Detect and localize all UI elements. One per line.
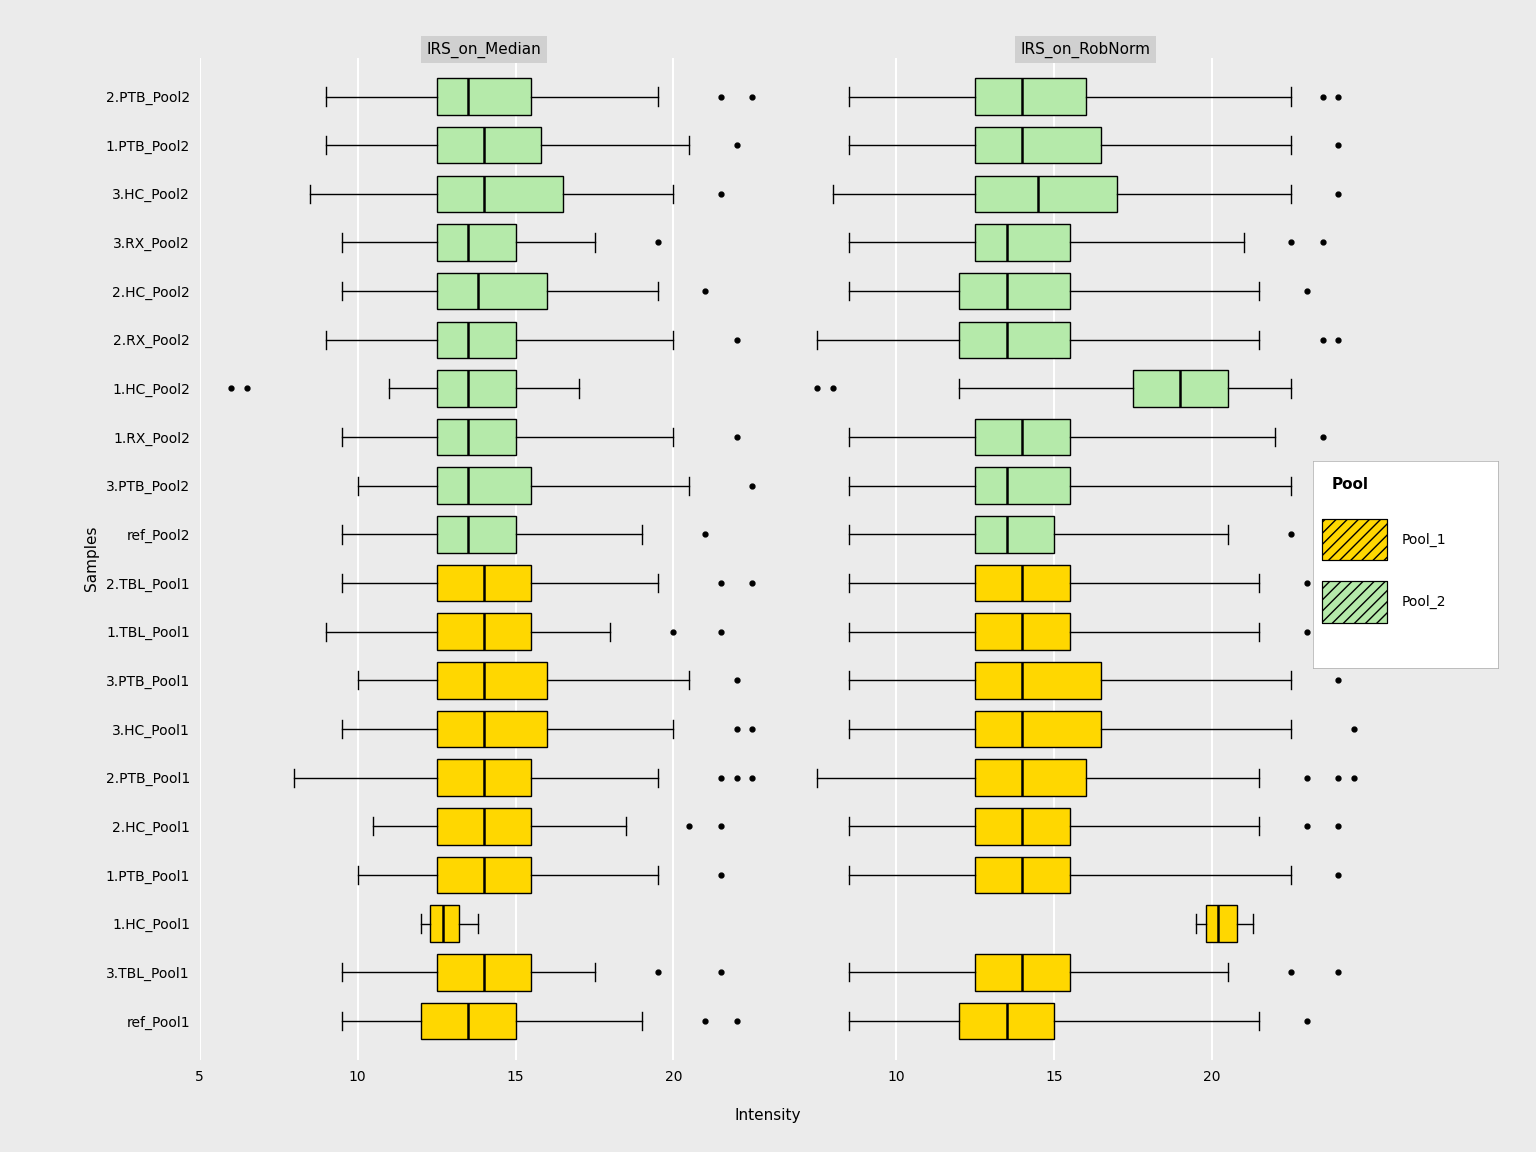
PathPatch shape [436, 127, 541, 164]
PathPatch shape [960, 1002, 1054, 1039]
PathPatch shape [975, 614, 1069, 650]
PathPatch shape [975, 759, 1086, 796]
FancyBboxPatch shape [1322, 518, 1387, 560]
PathPatch shape [975, 954, 1069, 991]
PathPatch shape [1134, 370, 1227, 407]
PathPatch shape [436, 662, 547, 698]
PathPatch shape [436, 759, 531, 796]
PathPatch shape [436, 225, 516, 260]
PathPatch shape [975, 225, 1069, 260]
PathPatch shape [975, 419, 1069, 455]
PathPatch shape [975, 857, 1069, 893]
PathPatch shape [436, 808, 531, 844]
PathPatch shape [975, 662, 1101, 698]
PathPatch shape [436, 321, 516, 358]
Text: IRS_on_RobNorm: IRS_on_RobNorm [1020, 41, 1150, 58]
Text: Pool_2: Pool_2 [1402, 594, 1447, 609]
Y-axis label: Samples: Samples [83, 526, 98, 591]
PathPatch shape [975, 127, 1101, 164]
PathPatch shape [436, 711, 547, 748]
PathPatch shape [975, 175, 1117, 212]
Text: IRS_on_Median: IRS_on_Median [427, 41, 541, 58]
PathPatch shape [975, 711, 1101, 748]
PathPatch shape [436, 857, 531, 893]
PathPatch shape [960, 273, 1069, 310]
Text: Intensity: Intensity [734, 1108, 802, 1123]
PathPatch shape [436, 78, 531, 115]
PathPatch shape [430, 905, 459, 942]
PathPatch shape [436, 468, 531, 503]
PathPatch shape [975, 468, 1069, 503]
PathPatch shape [975, 808, 1069, 844]
Text: Pool_1: Pool_1 [1402, 532, 1447, 547]
PathPatch shape [436, 516, 516, 553]
PathPatch shape [421, 1002, 516, 1039]
PathPatch shape [975, 516, 1054, 553]
PathPatch shape [1206, 905, 1236, 942]
PathPatch shape [436, 564, 531, 601]
PathPatch shape [436, 273, 547, 310]
PathPatch shape [975, 564, 1069, 601]
PathPatch shape [975, 78, 1086, 115]
PathPatch shape [436, 954, 531, 991]
PathPatch shape [436, 175, 562, 212]
FancyBboxPatch shape [1322, 581, 1387, 622]
PathPatch shape [436, 370, 516, 407]
PathPatch shape [960, 321, 1069, 358]
PathPatch shape [436, 419, 516, 455]
PathPatch shape [436, 614, 531, 650]
Text: Pool: Pool [1332, 477, 1369, 492]
